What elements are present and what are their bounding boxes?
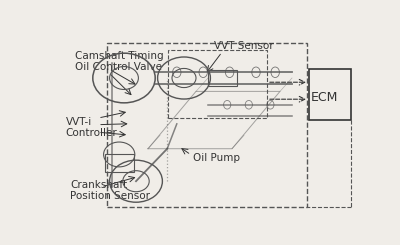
Bar: [105, 154, 134, 172]
Text: VVT Sensor: VVT Sensor: [214, 41, 274, 51]
Bar: [168, 50, 267, 118]
Bar: [309, 69, 351, 120]
Text: Oil Pump: Oil Pump: [193, 153, 240, 163]
Bar: [208, 70, 237, 86]
Text: Camshaft Timing
Oil Control Valve: Camshaft Timing Oil Control Valve: [75, 51, 164, 72]
Text: ECM: ECM: [311, 91, 338, 104]
Text: Crankshaft
Position Sensor: Crankshaft Position Sensor: [70, 180, 150, 201]
Text: VVT-i
Controller: VVT-i Controller: [66, 117, 117, 138]
Bar: [107, 43, 307, 207]
